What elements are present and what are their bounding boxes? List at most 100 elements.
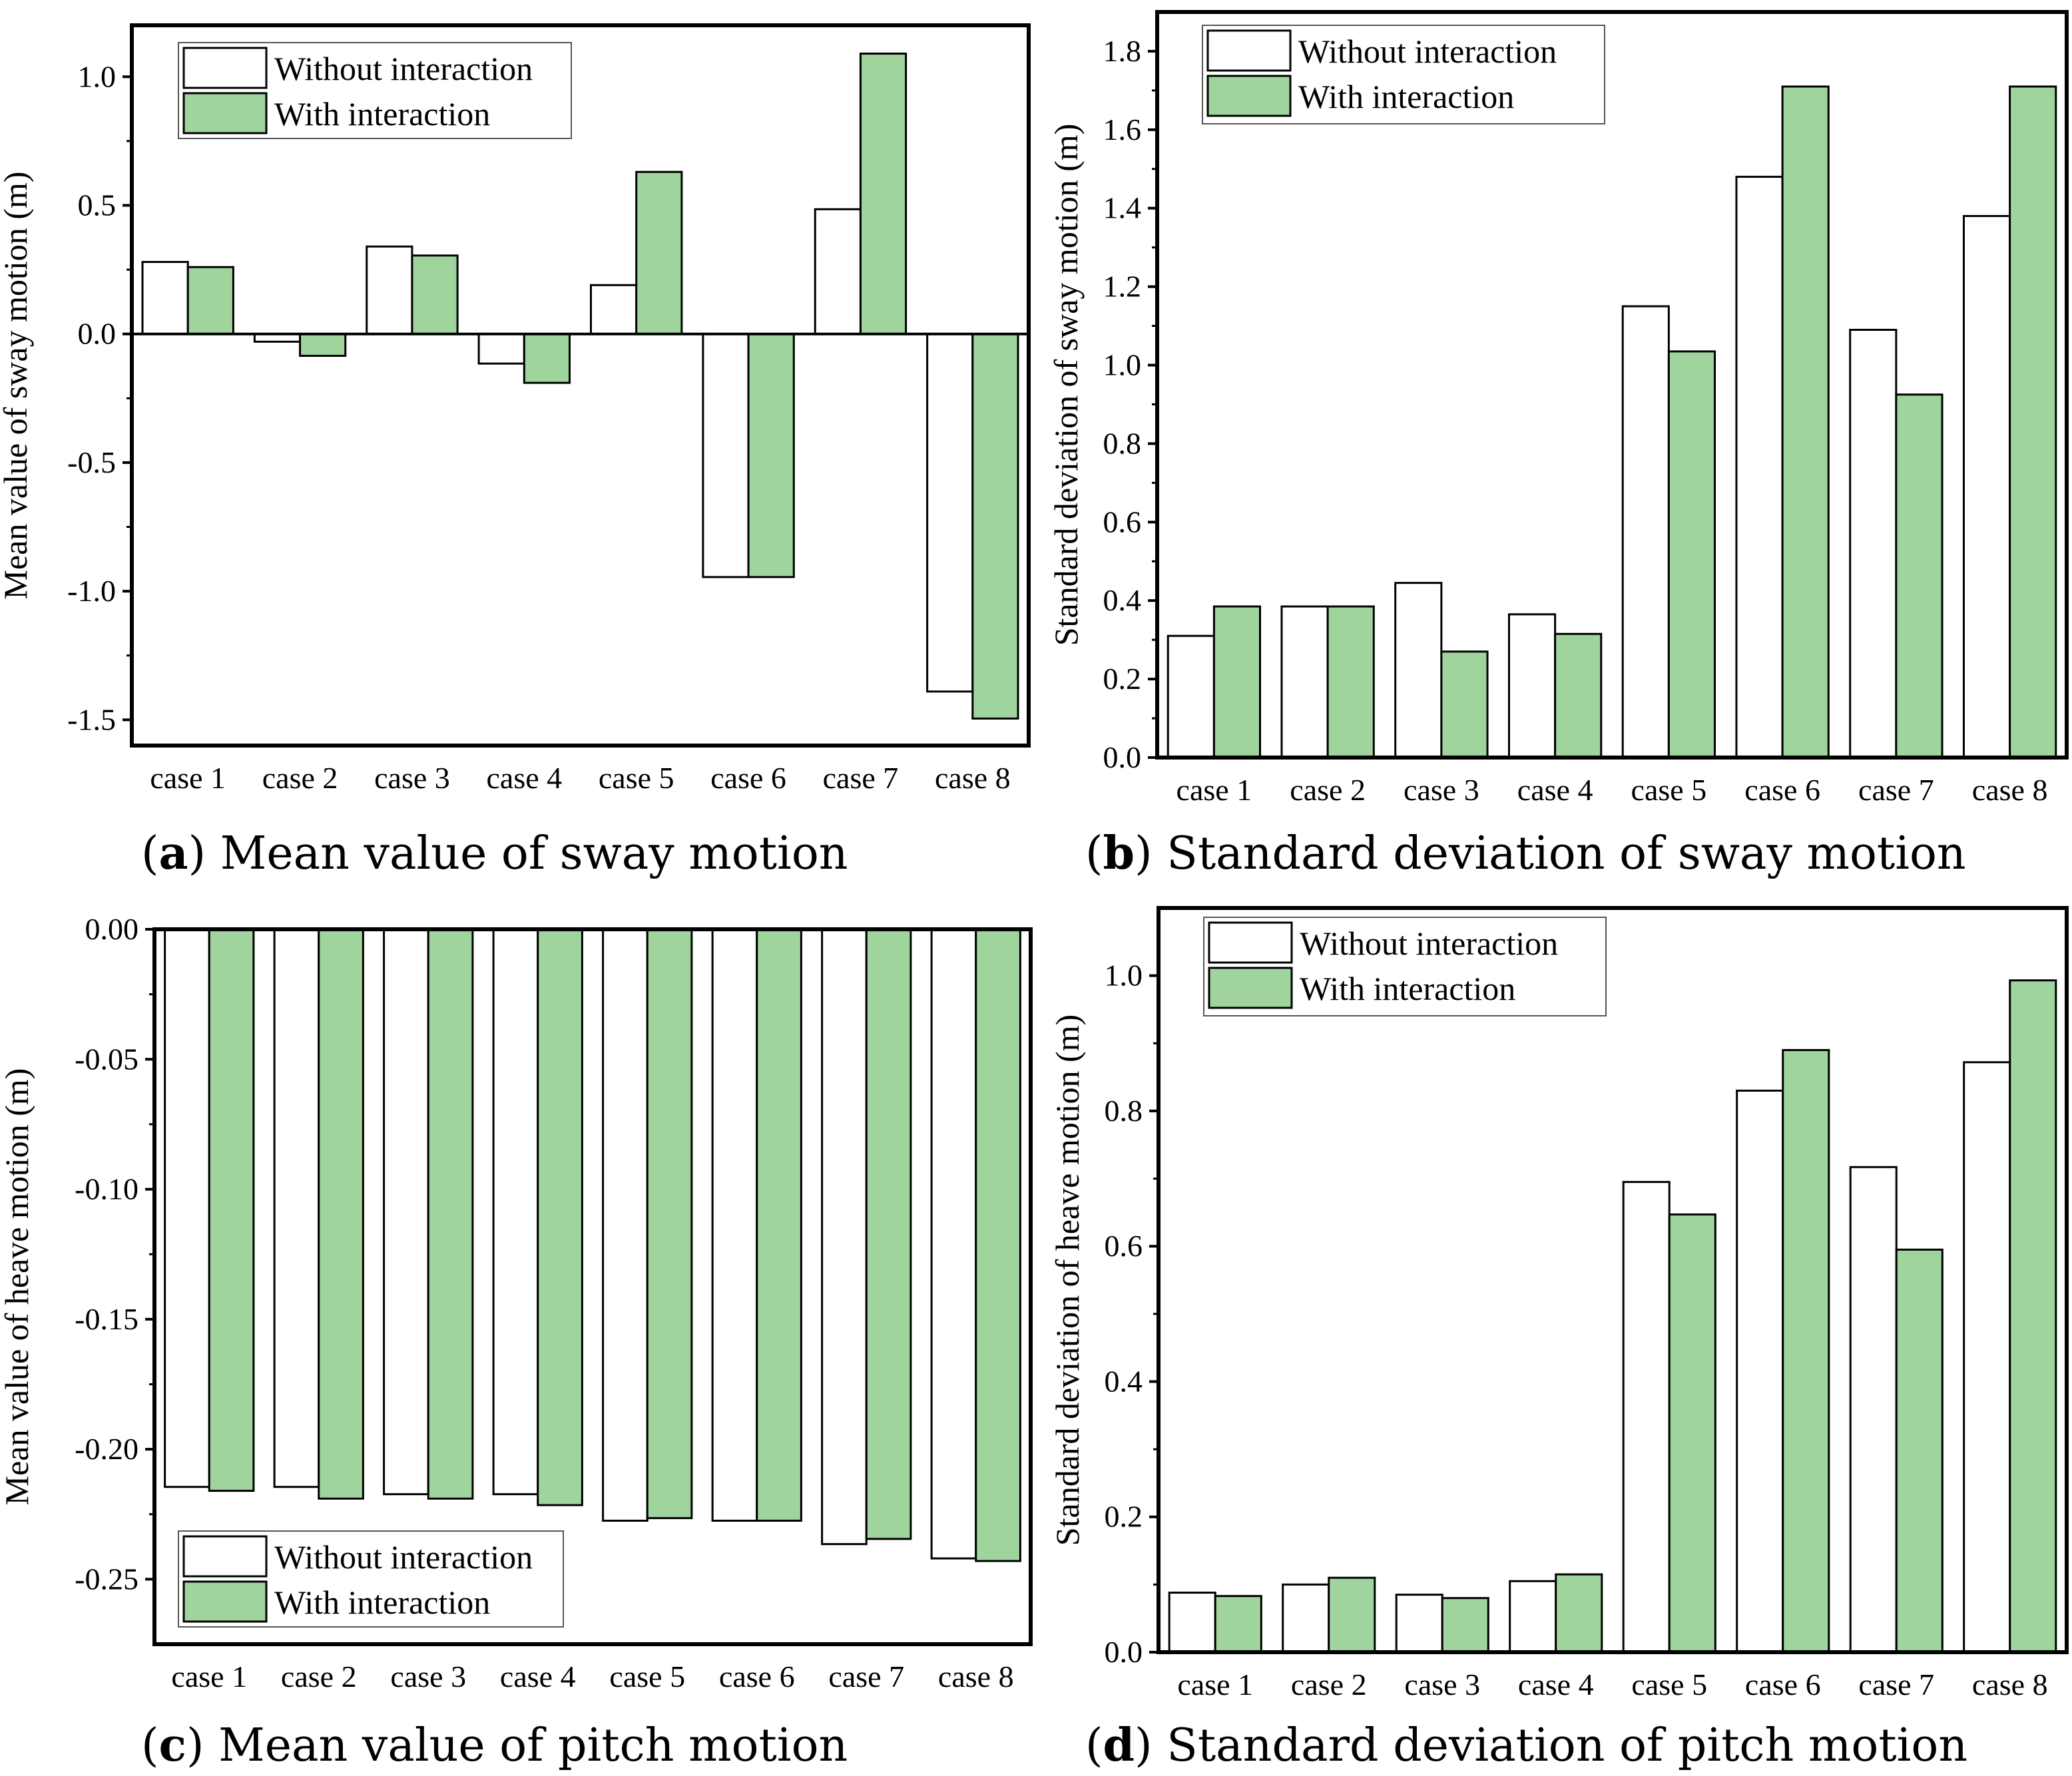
y-tick-label: -0.5 [67,445,116,479]
caption-letter: d [1103,1719,1135,1772]
x-tick-label: case 5 [1631,773,1707,807]
bar-with-case-5 [1668,1213,1716,1654]
y-tick-label: 0.0 [78,317,117,351]
x-tick-label: case 6 [1744,773,1820,807]
bar-without-case-1 [1168,1592,1216,1654]
bar-without-case-7 [1849,328,1898,759]
legend-label-without: Without interaction [274,50,533,87]
caption-open-paren: ( [1085,827,1103,880]
bar-with-case-5 [646,928,693,1520]
legend-swatch-without [1206,29,1292,72]
bar-without-case-8 [930,928,977,1560]
x-tick-label: case 1 [150,761,226,795]
y-tick-label: -0.15 [75,1302,138,1336]
bar-with-case-4 [1555,1573,1603,1654]
x-tick-label: case 5 [599,761,674,795]
y-tick-label: 0.8 [1103,426,1142,460]
bar-with-case-3 [1441,1597,1489,1654]
panel-caption: (d) Standard deviation of pitch motion [1085,1719,1967,1772]
y-tick-label: 0.8 [1105,1094,1143,1128]
y-tick-label: 1.0 [1105,959,1143,993]
plot-frame [1157,906,2069,1654]
bar-with-case-7 [1895,393,1943,759]
x-tick-label: case 4 [500,1660,576,1693]
bar-without-case-4 [1509,1580,1557,1654]
bar-without-case-5 [1621,305,1670,759]
bar-with-case-2 [1326,605,1375,759]
caption-text: Standard deviation of pitch motion [1166,1719,1967,1772]
y-axis-label: Mean value of heave motion (m) [0,1068,35,1506]
y-tick-label: -0.25 [75,1562,138,1596]
bar-without-case-4 [477,333,525,365]
chart-b: 0.0 0.2 0.4 0.6 0.8 1.0 1.2 1.4 1.6 1.8 case 1 case… [1047,10,2069,880]
caption-letter: a [159,827,188,880]
bar-without-case-3 [383,928,429,1496]
bar-with-case-6 [756,928,802,1522]
bar-with-case-7 [859,53,907,335]
bar-without-case-1 [164,928,210,1488]
caption-open-paren: ( [141,827,159,880]
legend: Without interaction With interaction [178,1530,564,1628]
legend-swatch-with [1206,75,1292,117]
y-tick-label: 0.6 [1103,505,1142,539]
bar-without-case-6 [1735,176,1784,759]
legend-label-without: Without interaction [1300,925,1558,962]
x-tick-label: case 3 [374,761,450,795]
bar-with-case-3 [411,254,459,335]
y-tick-label: 0.5 [78,188,117,222]
bar-with-case-1 [1212,605,1262,759]
bar-without-case-4 [1507,613,1557,759]
caption-letter: b [1103,827,1135,880]
bar-with-case-3 [427,928,474,1500]
bar-without-case-2 [1280,605,1329,759]
legend-label-without: Without interaction [1298,33,1557,70]
bar-without-case-1 [1166,634,1215,759]
y-tick-label: 0.4 [1103,583,1142,617]
x-tick-label: case 1 [1176,773,1252,807]
bar-with-case-6 [747,333,795,578]
y-tick-label: 0.0 [1105,1635,1143,1669]
y-tick-label: -1.0 [67,574,116,608]
bar-without-case-5 [589,284,638,335]
y-tick-label: -0.05 [75,1042,138,1076]
bar-with-case-2 [299,333,347,357]
x-tick-label: case 3 [1404,773,1479,807]
bar-with-case-1 [208,928,255,1492]
x-tick-label: case 1 [171,1660,247,1693]
x-tick-label: case 1 [1177,1667,1253,1701]
bar-without-case-7 [1849,1166,1898,1654]
bar-without-case-6 [1736,1089,1784,1654]
y-tick-label: 0.2 [1105,1500,1143,1534]
y-tick-label: 1.2 [1103,270,1142,304]
chart-c: -0.25 -0.20 -0.15 -0.10 -0.05 0.00 case 1 case … [0,912,1033,1772]
legend-swatch-without [1208,921,1293,964]
x-tick-label: case 7 [1858,773,1934,807]
bar-with-case-8 [971,333,1019,720]
bar-without-case-7 [821,928,868,1546]
caption-letter: c [159,1719,186,1772]
bar-without-case-1 [141,261,189,335]
y-tick-label: 1.4 [1103,191,1142,225]
plot-frame [152,927,1033,1646]
legend-label-with: With interaction [274,95,490,132]
chart-a: -1.5 -1.0 -0.5 0.0 0.5 1.0 case 1 case 2 case 3 c… [0,23,1031,880]
bar-with-case-1 [186,266,234,335]
caption-close-paren: ) [1135,827,1166,880]
legend: Without interaction With interaction [178,42,572,139]
x-tick-label: case 4 [1518,1667,1594,1701]
caption-open-paren: ( [1085,1719,1103,1772]
y-tick-label: 1.6 [1103,112,1142,146]
legend-swatch-with [1208,967,1293,1009]
y-tick-label: 0.4 [1105,1364,1143,1398]
y-tick-label: -0.20 [75,1432,138,1466]
x-tick-label: case 2 [281,1660,357,1693]
panel-caption: (a) Mean value of sway motion [141,827,848,880]
bar-without-case-4 [492,928,539,1496]
chart-d: 0.0 0.2 0.4 0.6 0.8 1.0 case 1 case 2 case 3 case… [1049,906,2069,1772]
caption-close-paren: ) [186,1719,218,1772]
bar-with-case-8 [2009,979,2057,1654]
bar-with-case-8 [975,928,1021,1562]
y-tick-label: 0.2 [1103,662,1142,696]
x-tick-label: case 7 [828,1660,904,1693]
bar-without-case-7 [814,208,862,335]
